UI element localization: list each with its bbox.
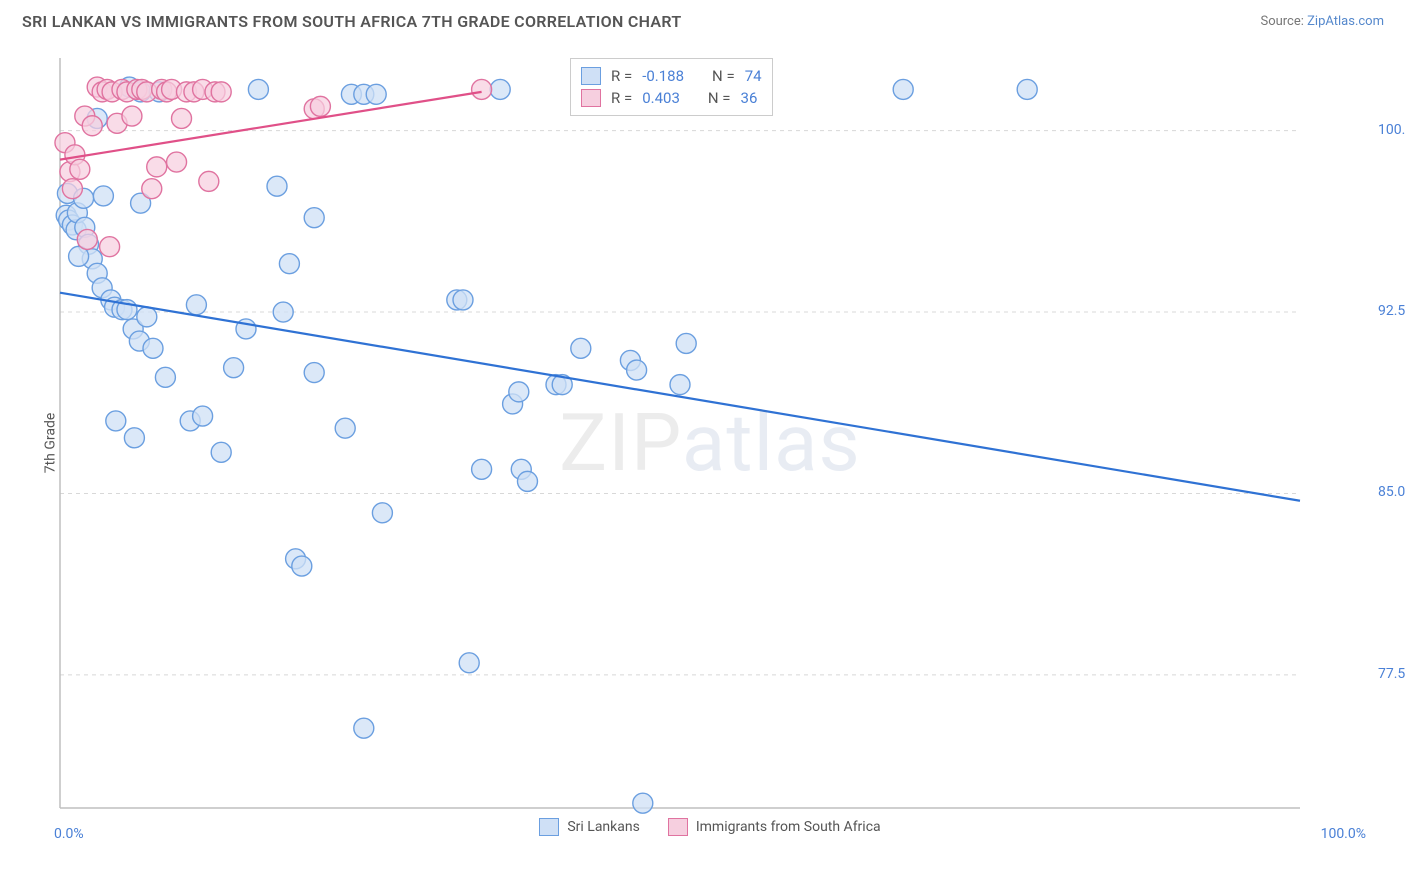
chart-title: SRI LANKAN VS IMMIGRANTS FROM SOUTH AFRI…	[22, 12, 682, 31]
y-tick: 92.5%	[1378, 303, 1406, 319]
source-credit: Source: ZipAtlas.com	[1260, 14, 1384, 29]
swatch-sri-lankans	[581, 67, 601, 85]
y-tick: 85.0%	[1378, 484, 1406, 500]
y-tick: 100.0%	[1378, 122, 1406, 138]
scatter-plot	[50, 48, 1370, 838]
correlation-legend: R = -0.188 N = 74 R = 0.403 N = 36	[570, 58, 773, 116]
series-legend: Sri Lankans Immigrants from South Africa	[50, 818, 1370, 836]
chart-area: 7th Grade ZIPatlas 77.5%85.0%92.5%100.0%…	[50, 48, 1370, 838]
legend-item-sri-lankans: Sri Lankans	[539, 818, 640, 836]
y-tick: 77.5%	[1378, 666, 1406, 682]
swatch-south-africa	[668, 818, 688, 836]
source-link[interactable]: ZipAtlas.com	[1307, 14, 1384, 29]
swatch-sri-lankans	[539, 818, 559, 836]
source-prefix: Source:	[1260, 14, 1307, 29]
swatch-south-africa	[581, 89, 601, 107]
legend-item-south-africa: Immigrants from South Africa	[668, 818, 881, 836]
legend-row-sri-lankans: R = -0.188 N = 74	[581, 65, 762, 87]
legend-row-south-africa: R = 0.403 N = 36	[581, 87, 762, 109]
